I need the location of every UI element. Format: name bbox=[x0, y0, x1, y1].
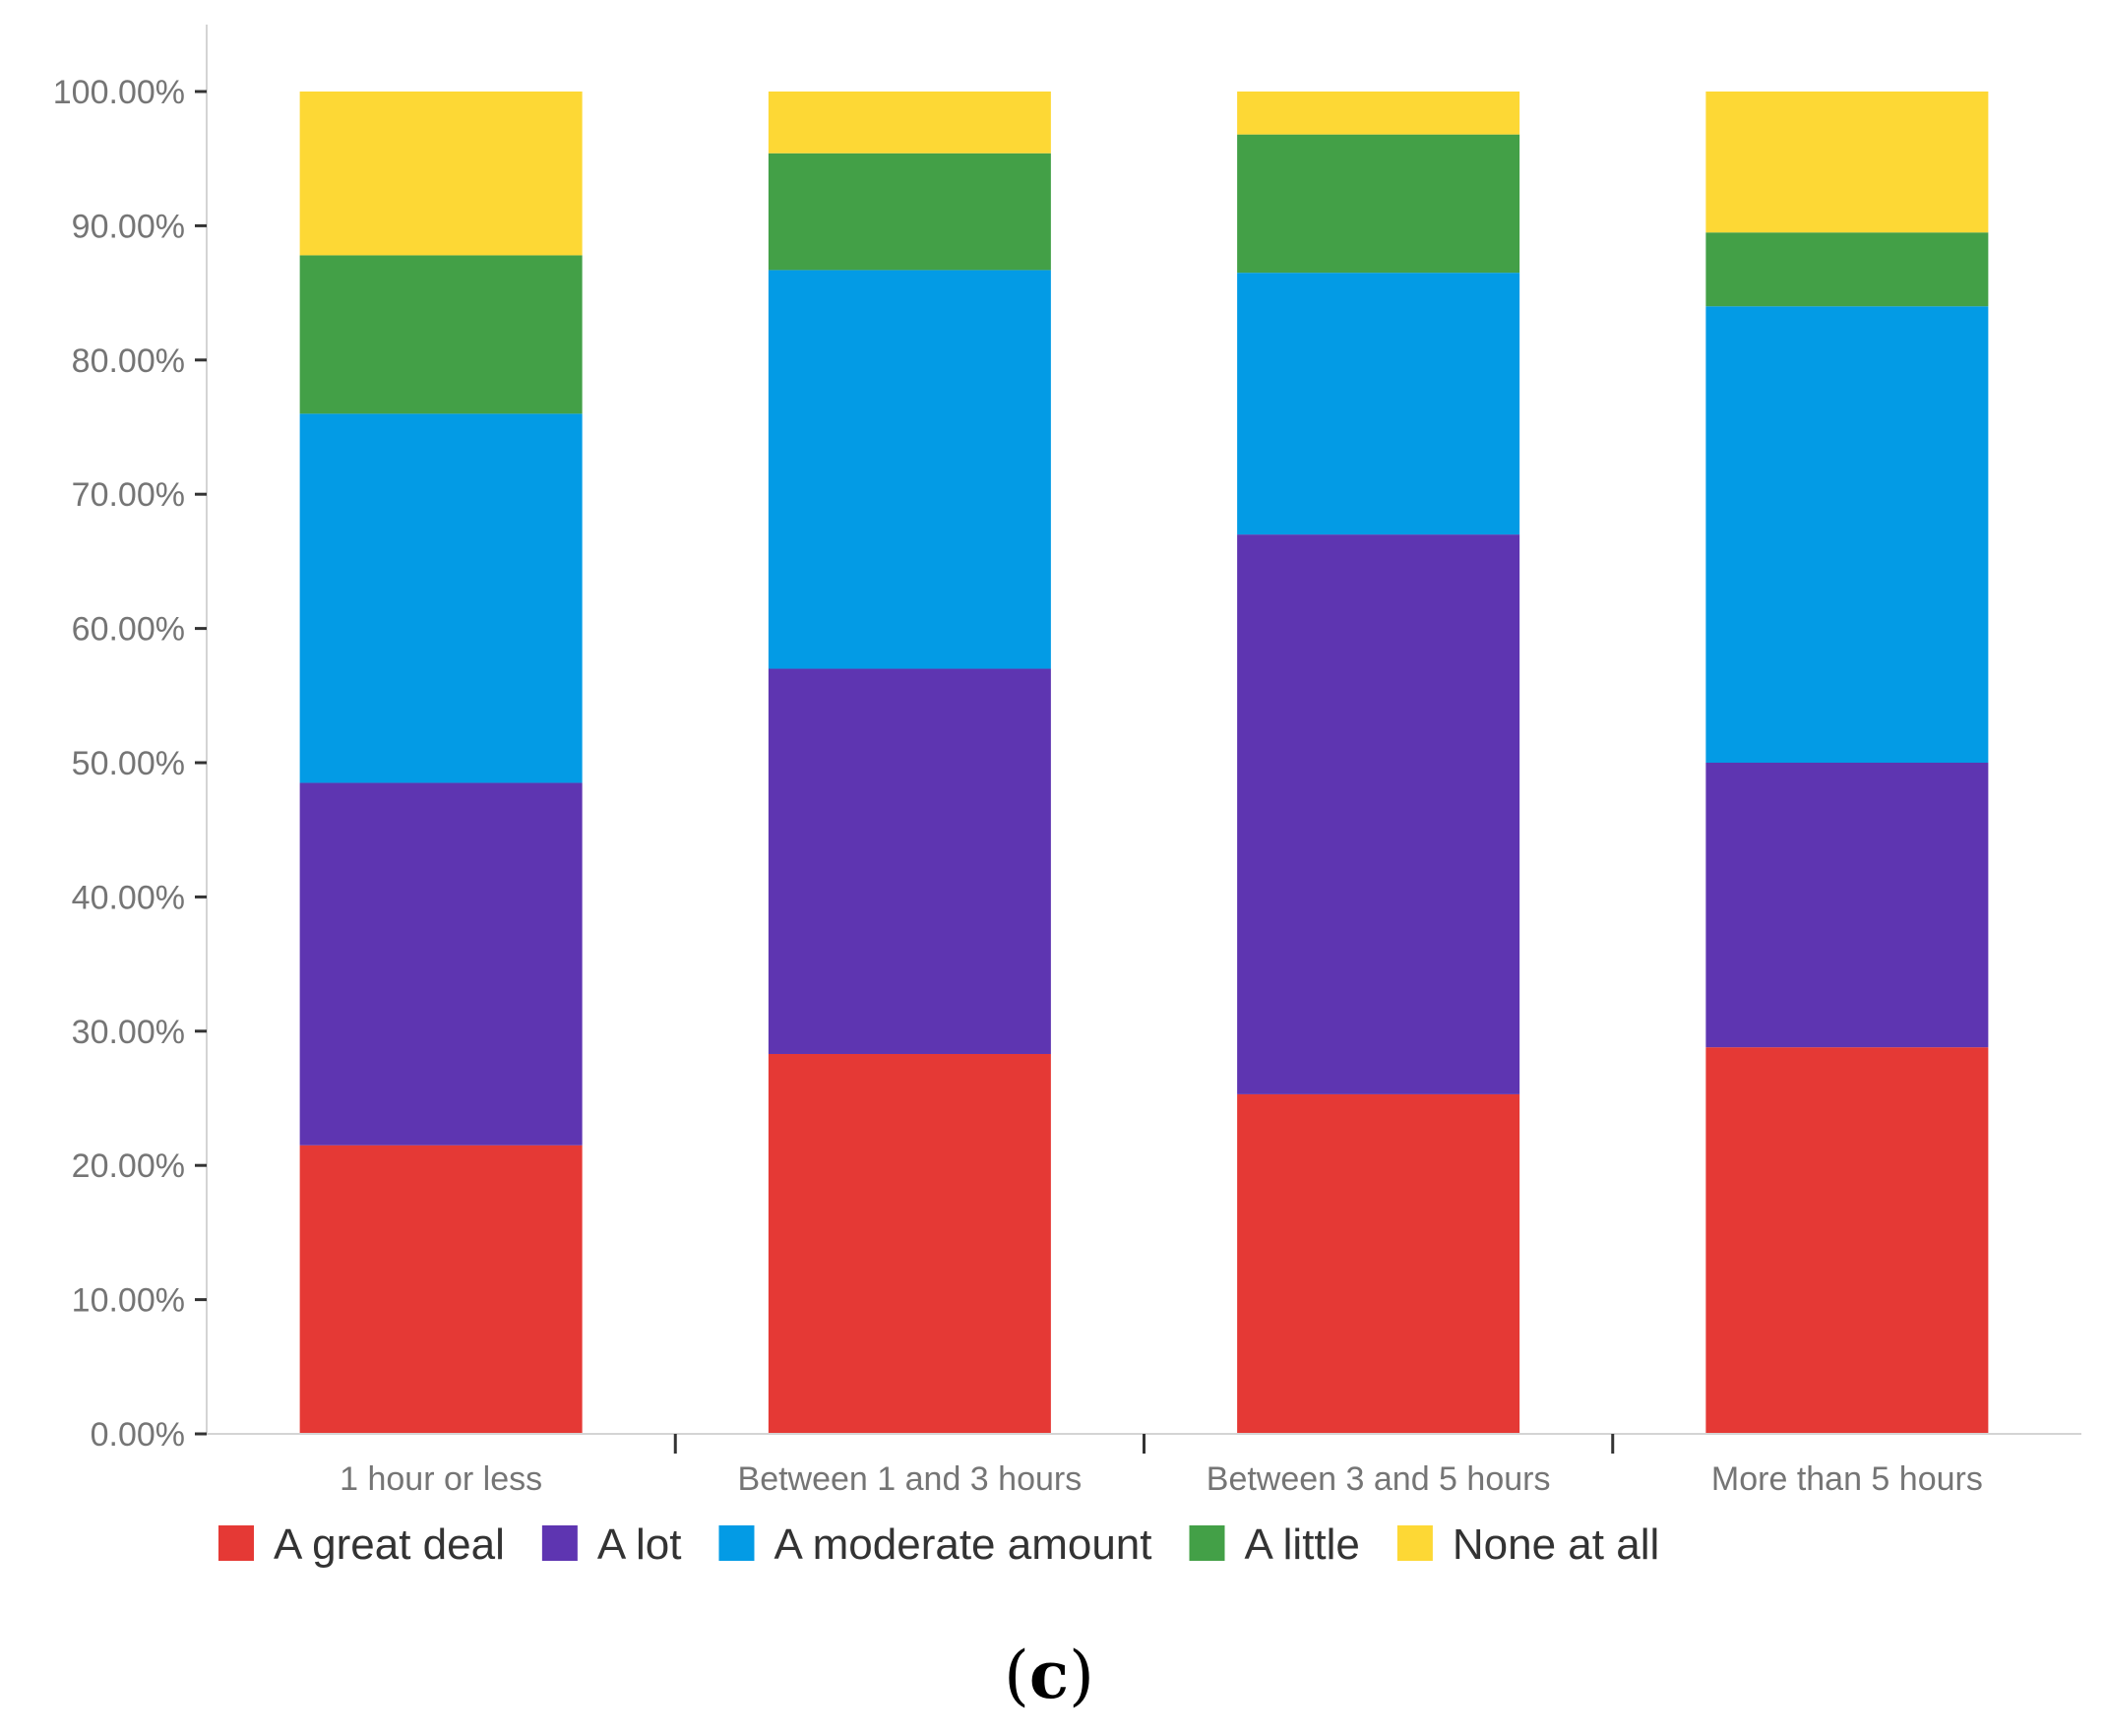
bar-segment bbox=[1237, 1093, 1520, 1434]
y-tick-label: 80.00% bbox=[72, 342, 185, 380]
bar-segment bbox=[1705, 1047, 1989, 1434]
x-category-label: More than 5 hours bbox=[1711, 1460, 1983, 1498]
y-tick-label: 100.00% bbox=[53, 74, 185, 111]
bar-segment bbox=[1237, 134, 1520, 274]
x-category-label: 1 hour or less bbox=[340, 1460, 542, 1498]
y-tick-label: 40.00% bbox=[72, 879, 185, 916]
legend: A great deal A lot A moderate amount A litt… bbox=[218, 1520, 1659, 1569]
figure-caption: (c) bbox=[1004, 1637, 1094, 1713]
bar-segment bbox=[768, 668, 1051, 1054]
y-tick-label: 0.00% bbox=[91, 1416, 185, 1454]
y-tick-label: 50.00% bbox=[72, 745, 185, 782]
legend-label: A little bbox=[1245, 1520, 1360, 1569]
y-tick-label: 10.00% bbox=[72, 1282, 185, 1320]
x-category-label: Between 1 and 3 hours bbox=[738, 1460, 1083, 1498]
legend-swatch bbox=[1396, 1525, 1433, 1561]
y-tick-label: 70.00% bbox=[72, 476, 185, 514]
bars-layer bbox=[299, 92, 1989, 1434]
bar-segment bbox=[1237, 273, 1520, 535]
bar-segment bbox=[299, 1145, 583, 1434]
legend-label: A great deal bbox=[274, 1520, 505, 1569]
y-tick-label: 90.00% bbox=[72, 208, 185, 245]
legend-label: None at all bbox=[1453, 1520, 1659, 1569]
axis-layer: 0.00% 10.00% 20.00% 30.00% 40.00% 50.00% 60.00… bbox=[53, 25, 2081, 1498]
bar-segment bbox=[768, 1053, 1051, 1434]
legend-swatch bbox=[718, 1525, 755, 1561]
bar-segment bbox=[299, 255, 583, 414]
y-tick-label: 20.00% bbox=[72, 1147, 185, 1185]
bar-segment bbox=[299, 782, 583, 1146]
bar-segment bbox=[1237, 534, 1520, 1094]
x-category-label: Between 3 and 5 hours bbox=[1207, 1460, 1551, 1498]
bar-segment bbox=[1705, 306, 1989, 763]
bar-segment bbox=[1705, 92, 1989, 233]
y-tick-label: 30.00% bbox=[72, 1014, 185, 1051]
bar-segment bbox=[1237, 92, 1520, 135]
legend-swatch bbox=[541, 1525, 578, 1561]
bar-segment bbox=[768, 92, 1051, 154]
bar-segment bbox=[1705, 232, 1989, 307]
bar-segment bbox=[299, 413, 583, 783]
legend-label: A moderate amount bbox=[774, 1520, 1151, 1569]
bar-segment bbox=[299, 92, 583, 256]
y-tick-label: 60.00% bbox=[72, 611, 185, 649]
bar-segment bbox=[768, 153, 1051, 271]
legend-label: A lot bbox=[597, 1520, 682, 1569]
bar-segment bbox=[768, 270, 1051, 669]
legend-swatch bbox=[218, 1525, 254, 1561]
bar-segment bbox=[1705, 763, 1989, 1048]
legend-swatch bbox=[1189, 1525, 1225, 1561]
